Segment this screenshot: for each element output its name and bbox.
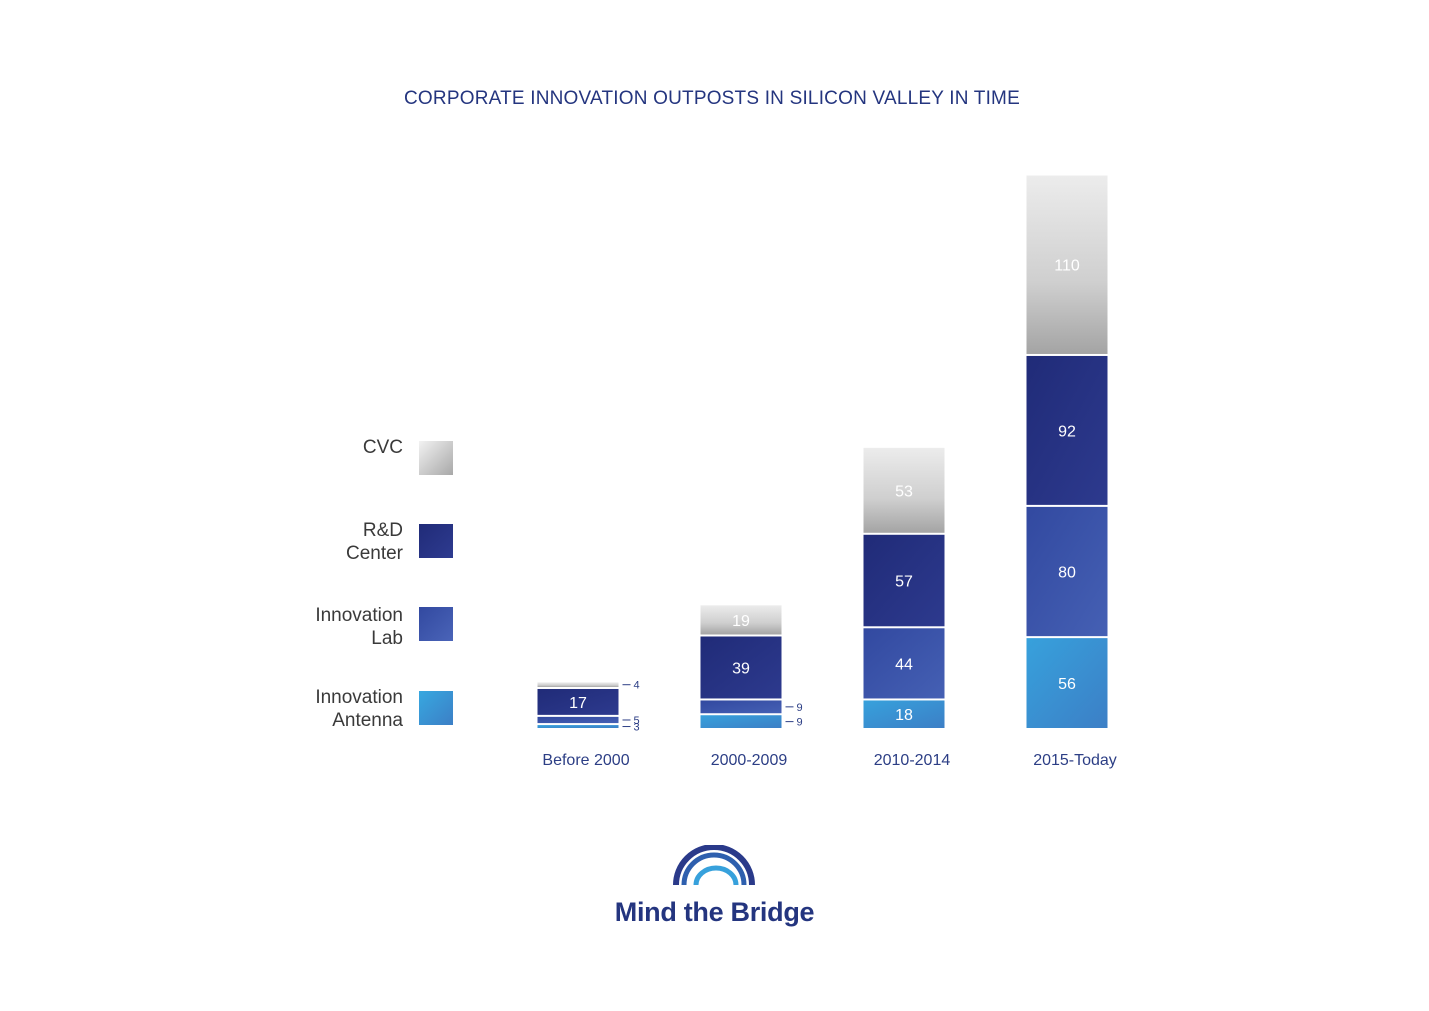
bar-innovation-antenna-2015-today xyxy=(1026,638,1108,728)
bridge-arcs-icon xyxy=(673,844,755,886)
x-tick-label-before-2000: Before 2000 xyxy=(542,752,629,769)
legend-swatch-innovation-lab xyxy=(419,607,453,641)
data-label-r-d-center-before-2000: 17 xyxy=(569,695,587,712)
chart-title: CORPORATE INNOVATION OUTPOSTS IN SILICON… xyxy=(404,88,1020,109)
bar-innovation-antenna-2010-2014 xyxy=(863,700,945,728)
legend-label-cvc: CVC xyxy=(362,437,403,458)
x-tick-label-2015-today: 2015-Today xyxy=(1033,752,1117,769)
bar-innovation-lab-2010-2014 xyxy=(863,628,945,699)
legend-swatch-cvc xyxy=(419,441,453,475)
data-label-r-d-center-2000-2009: 39 xyxy=(732,660,750,677)
data-label-innovation-lab-2000-2009: 9 xyxy=(797,702,803,714)
bar-cvc-2010-2014 xyxy=(863,447,945,533)
legend-label-innovation-lab: Innovation Lab xyxy=(315,605,403,649)
legend-label-innovation-antenna: Innovation Antenna xyxy=(315,687,403,731)
data-label-innovation-antenna-2010-2014: 18 xyxy=(895,707,913,724)
bar-innovation-lab-before-2000 xyxy=(537,716,619,724)
data-label-innovation-antenna-2015-today: 56 xyxy=(1058,676,1076,693)
x-tick-label-2000-2009: 2000-2009 xyxy=(711,752,788,769)
mind-the-bridge-logo: Mind the Bridge xyxy=(612,844,817,935)
data-label-innovation-lab-2010-2014: 44 xyxy=(895,656,913,673)
legend-swatch-rd-center xyxy=(419,524,453,558)
data-label-innovation-antenna-2000-2009: 9 xyxy=(797,717,803,729)
data-label-cvc-2000-2009: 19 xyxy=(732,613,750,630)
legend-label-rd-center: R&D Center xyxy=(345,520,403,564)
bar-r-d-center-before-2000 xyxy=(537,688,619,715)
bar-cvc-2015-today xyxy=(1026,175,1108,354)
bar-cvc-before-2000 xyxy=(537,682,619,687)
bar-innovation-lab-2015-today xyxy=(1026,506,1108,637)
data-label-cvc-2015-today: 110 xyxy=(1054,258,1080,275)
bar-innovation-antenna-2000-2009 xyxy=(700,715,782,728)
logo-text: Mind the Bridge xyxy=(614,897,815,927)
x-tick-label-2010-2014: 2010-2014 xyxy=(874,752,951,769)
data-label-cvc-2010-2014: 53 xyxy=(895,483,913,500)
data-label-innovation-lab-2015-today: 80 xyxy=(1058,565,1076,582)
data-label-cvc-before-2000: 4 xyxy=(634,680,640,692)
data-label-innovation-antenna-before-2000: 3 xyxy=(634,722,640,734)
bar-r-d-center-2015-today xyxy=(1026,355,1108,505)
data-label-r-d-center-2015-today: 92 xyxy=(1058,423,1076,440)
bar-innovation-antenna-before-2000 xyxy=(537,725,619,728)
data-label-r-d-center-2010-2014: 57 xyxy=(895,574,913,591)
bar-innovation-lab-2000-2009 xyxy=(700,700,782,714)
bar-r-d-center-2000-2009 xyxy=(700,636,782,699)
bar-cvc-2000-2009 xyxy=(700,605,782,635)
bar-r-d-center-2010-2014 xyxy=(863,534,945,627)
legend-swatch-innovation-antenna xyxy=(419,691,453,725)
data-label-innovation-lab-before-2000: 5 xyxy=(634,715,640,727)
